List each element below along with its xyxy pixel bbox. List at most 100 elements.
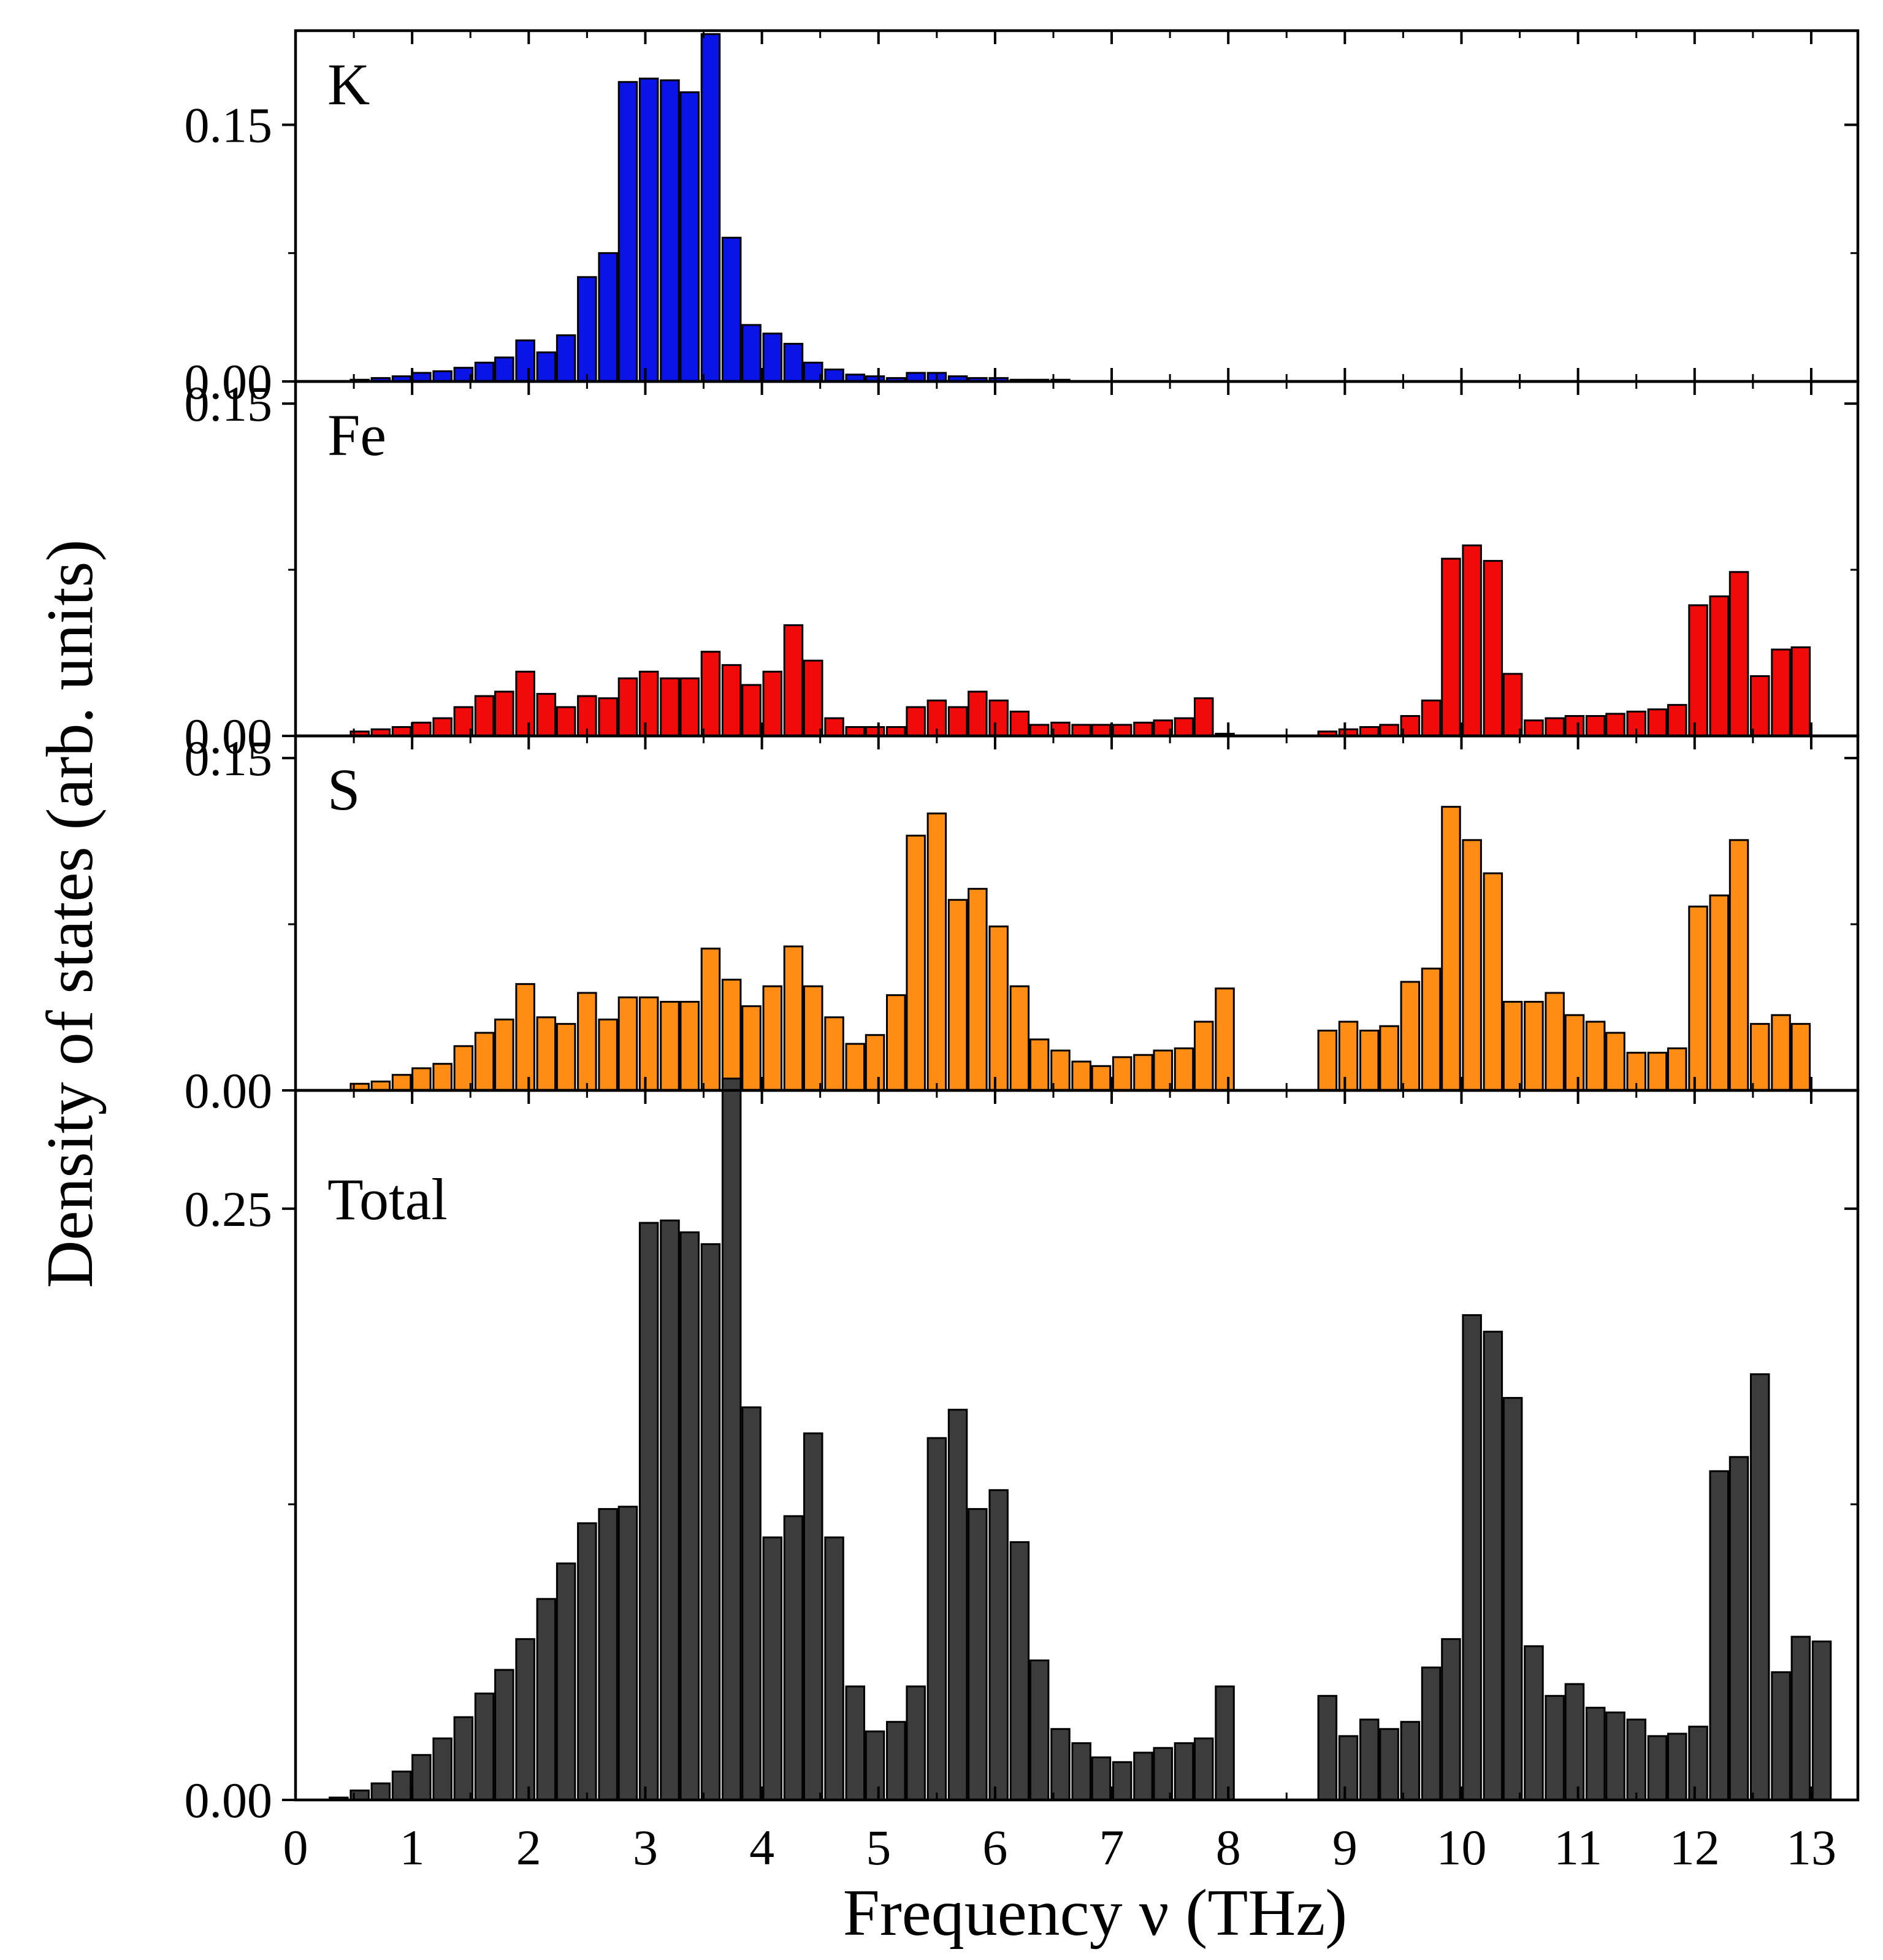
bar	[1421, 1666, 1442, 1801]
bar	[598, 697, 618, 737]
bar	[679, 677, 700, 737]
bar	[638, 77, 659, 383]
bar	[1750, 1373, 1770, 1801]
bar	[824, 717, 844, 737]
bar	[617, 996, 638, 1092]
bar	[988, 1489, 1009, 1801]
bar	[762, 985, 782, 1092]
bar	[494, 1018, 514, 1092]
bar	[1091, 1065, 1112, 1092]
bar	[1811, 1640, 1832, 1801]
bar	[947, 706, 968, 737]
x-tick-label: 7	[1099, 1820, 1125, 1875]
bar	[741, 684, 762, 737]
panel-total: 0.00 0.25 Total	[185, 1078, 1860, 1828]
x-tick-label: 9	[1332, 1820, 1358, 1875]
bar	[700, 947, 721, 1092]
bar	[762, 332, 782, 383]
y-tick-label: 0.15	[185, 730, 273, 786]
panel-label: S	[327, 757, 360, 822]
bar	[679, 91, 700, 383]
bar	[1771, 1014, 1791, 1092]
bar	[598, 1018, 618, 1092]
bar	[947, 1409, 968, 1801]
bar	[1194, 1737, 1214, 1801]
bar	[700, 651, 721, 737]
bar	[1545, 717, 1565, 737]
bar	[1174, 1742, 1194, 1801]
bar	[741, 1005, 762, 1092]
bar	[1029, 724, 1050, 737]
bar	[1688, 1725, 1708, 1801]
bar	[1728, 1456, 1749, 1801]
bar	[721, 1078, 742, 1801]
bar	[762, 1536, 782, 1801]
bar	[968, 887, 988, 1092]
bar	[1153, 1049, 1173, 1092]
bar	[906, 706, 926, 737]
bar	[1441, 557, 1461, 737]
bar	[411, 721, 432, 737]
bar	[556, 334, 576, 383]
bar	[1112, 1056, 1132, 1092]
x-tick-label: 13	[1786, 1820, 1836, 1875]
bar	[474, 1032, 495, 1092]
bar	[1071, 1060, 1091, 1092]
y-axis-title: Density of states (arb. units)	[34, 540, 107, 1288]
y-tick-label: 0.00	[185, 354, 273, 410]
bar	[1112, 1761, 1132, 1801]
bar	[432, 1737, 453, 1801]
bar	[803, 361, 823, 383]
bar	[1585, 1707, 1606, 1801]
bar	[741, 324, 762, 383]
bar	[1441, 806, 1461, 1092]
bar	[432, 370, 453, 383]
bar	[1483, 872, 1503, 1092]
x-tick-label: 6	[982, 1820, 1007, 1875]
bar	[1790, 1636, 1811, 1801]
bar	[1400, 1721, 1421, 1801]
bar	[926, 1437, 947, 1801]
bar	[1400, 981, 1421, 1092]
bar	[783, 945, 804, 1092]
bar	[1524, 1001, 1544, 1092]
bar	[1359, 1718, 1380, 1801]
bar	[1750, 675, 1770, 737]
bar	[598, 1508, 618, 1801]
bar	[762, 670, 782, 737]
bar	[536, 692, 557, 737]
bar	[1462, 1314, 1482, 1801]
y-tick-label: 0.00	[185, 1772, 273, 1828]
bar	[721, 664, 742, 737]
bar	[1317, 1030, 1338, 1092]
bar	[988, 925, 1009, 1092]
bar	[598, 252, 618, 383]
bar	[1379, 724, 1399, 737]
bar	[1133, 1054, 1153, 1092]
bar	[1709, 595, 1729, 737]
bar	[968, 691, 988, 737]
bar	[536, 1598, 557, 1801]
bar	[1667, 703, 1687, 737]
bar	[474, 361, 495, 383]
bar	[1647, 1735, 1668, 1801]
bar	[515, 1638, 535, 1801]
x-tick-labels: 0 1 2 3 4 5 6 7 8 9 10 11 12 13	[283, 1820, 1836, 1875]
bar	[1728, 839, 1749, 1092]
bar	[1009, 1541, 1030, 1801]
panel-fe: 0.00 0.15 Fe	[185, 376, 1860, 764]
bar	[1585, 1020, 1606, 1092]
bar	[824, 1016, 844, 1092]
bar	[1750, 1023, 1770, 1092]
bar	[845, 1043, 865, 1092]
bar	[577, 1522, 597, 1801]
bar	[660, 677, 680, 737]
bar	[494, 691, 514, 737]
bar	[1071, 724, 1091, 737]
bar	[926, 699, 947, 737]
bar	[865, 1034, 885, 1092]
bar	[1421, 967, 1442, 1092]
bar	[1421, 699, 1442, 737]
x-tick-label: 11	[1554, 1820, 1602, 1875]
